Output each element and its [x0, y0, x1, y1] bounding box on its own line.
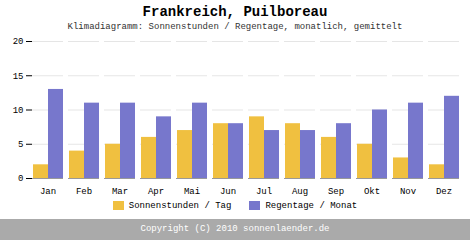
svg-text:Jan: Jan — [40, 187, 56, 197]
svg-text:Aug: Aug — [292, 187, 308, 197]
svg-text:Nov: Nov — [400, 187, 417, 197]
html-text:Frankreich, Puilboreau: Frankreich, Puilboreau — [142, 4, 328, 20]
svg-text:Apr: Apr — [148, 187, 164, 197]
svg-text:15: 15 — [13, 72, 24, 82]
svg-text:10: 10 — [13, 106, 24, 116]
svg-text:Jun: Jun — [220, 187, 236, 197]
svg-text:Mai: Mai — [184, 187, 200, 197]
html-text:Regentage / Monat: Regentage / Monat — [265, 200, 358, 211]
svg-text:5: 5 — [18, 140, 23, 150]
svg-text:Feb: Feb — [76, 187, 92, 197]
svg-text:Jul: Jul — [256, 187, 272, 197]
svg-text:Okt: Okt — [364, 187, 380, 197]
html-text:Copyright (C) 2010 sonnenlaend: Copyright (C) 2010 sonnenlaender.de — [140, 224, 330, 234]
svg-text:0: 0 — [18, 174, 23, 184]
html-text:Klimadiagramm: Sonnenstunden /: Klimadiagramm: Sonnenstunden / Regentage… — [67, 22, 403, 32]
svg-text:20: 20 — [13, 37, 24, 47]
html-text:Sonnenstunden / Tag: Sonnenstunden / Tag — [128, 200, 232, 211]
svg-text:Dez: Dez — [436, 187, 452, 197]
svg-text:Mar: Mar — [112, 187, 128, 197]
svg-text:Sep: Sep — [328, 187, 344, 197]
